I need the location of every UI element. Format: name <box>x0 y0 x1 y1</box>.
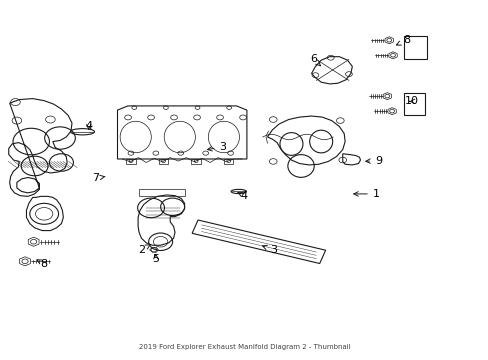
Bar <box>126 159 136 163</box>
Text: 7: 7 <box>92 173 105 183</box>
Bar <box>159 159 168 163</box>
Text: 8: 8 <box>396 35 409 45</box>
Text: 1: 1 <box>353 189 379 199</box>
Bar <box>403 93 424 115</box>
Text: 8: 8 <box>37 259 48 269</box>
Text: 10: 10 <box>405 96 418 106</box>
Bar <box>139 189 184 196</box>
Text: 3: 3 <box>262 245 276 255</box>
Bar <box>191 159 201 163</box>
Text: 5: 5 <box>152 253 159 264</box>
Text: 6: 6 <box>310 54 320 66</box>
Text: 9: 9 <box>365 156 382 166</box>
Text: 3: 3 <box>207 142 226 152</box>
Bar <box>224 159 233 163</box>
Text: 4: 4 <box>238 191 247 201</box>
Text: 4: 4 <box>85 121 92 131</box>
Text: 2: 2 <box>138 244 150 255</box>
Text: 2019 Ford Explorer Exhaust Manifold Diagram 2 - Thumbnail: 2019 Ford Explorer Exhaust Manifold Diag… <box>138 344 350 350</box>
Bar <box>403 36 426 59</box>
